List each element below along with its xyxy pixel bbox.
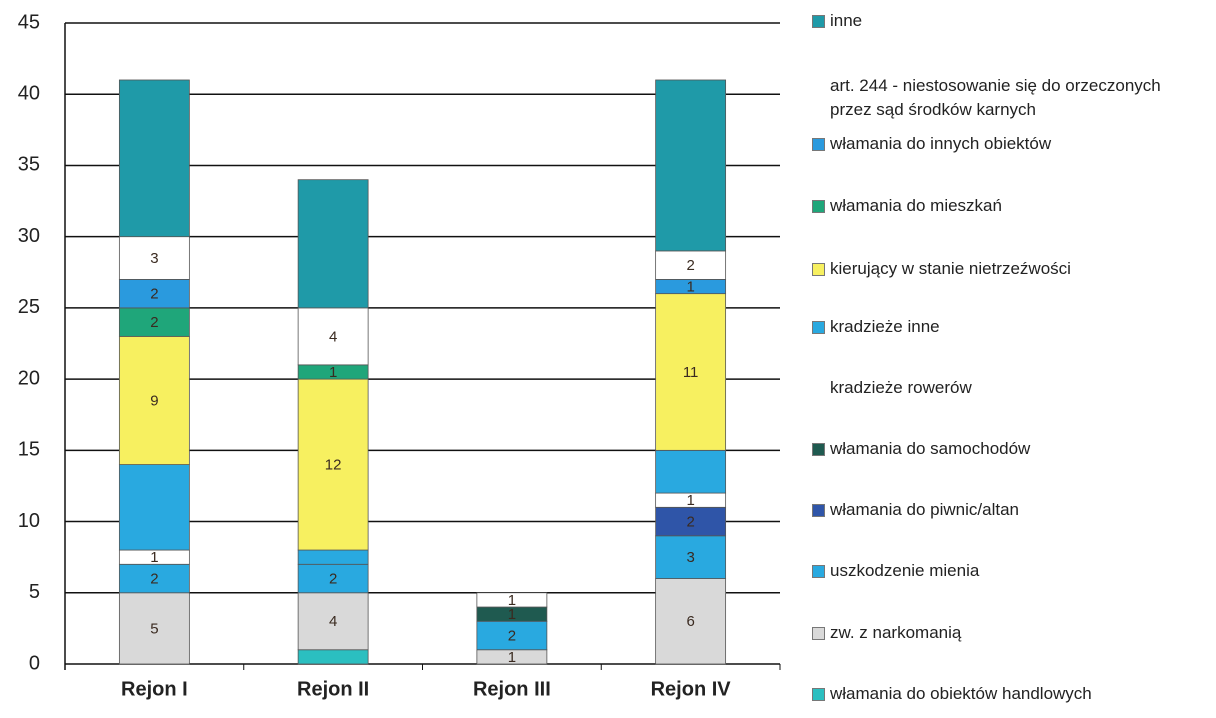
y-tick-label: 45 bbox=[18, 11, 40, 33]
bar-segment bbox=[297, 307, 369, 366]
legend-label: włamania do piwnic/altan bbox=[830, 500, 1019, 519]
bar-segment bbox=[655, 250, 727, 280]
legend-swatch bbox=[812, 442, 825, 456]
data-label: 4 bbox=[329, 613, 337, 630]
bar-segment bbox=[476, 592, 548, 608]
data-label: 1 bbox=[329, 364, 337, 381]
legend-entry: zw. z narkomanią bbox=[812, 621, 1212, 645]
bar-segment bbox=[655, 293, 727, 451]
data-label: 9 bbox=[150, 392, 158, 409]
legend-swatch bbox=[812, 503, 825, 517]
data-label: 2 bbox=[150, 571, 158, 588]
bar-segment bbox=[655, 79, 727, 252]
x-tick-label: Rejon IV bbox=[651, 678, 732, 700]
x-tick-label: Rejon III bbox=[473, 678, 551, 700]
legend: włamania do obiektów handlowych zw. z nar… bbox=[812, 0, 1212, 718]
legend-entry: art. 244 - niestosowanie się do orzeczon… bbox=[812, 74, 1212, 122]
legend-entry: kierujący w stanie nietrzeźwości bbox=[812, 257, 1212, 281]
data-label: 4 bbox=[329, 328, 337, 345]
legend-label: art. 244 - niestosowanie się do orzeczon… bbox=[830, 76, 1161, 119]
data-label: 1 bbox=[150, 549, 158, 566]
x-tick-label: Rejon I bbox=[121, 678, 188, 700]
y-tick-label: 5 bbox=[29, 581, 40, 603]
x-tick-label: Rejon II bbox=[297, 678, 369, 700]
y-tick-label: 20 bbox=[18, 367, 40, 389]
data-label: 3 bbox=[686, 549, 694, 566]
bar-segment bbox=[118, 464, 190, 551]
legend-entry: kradzieże rowerów bbox=[812, 376, 1212, 400]
legend-label: zw. z narkomanią bbox=[830, 623, 962, 642]
legend-label: włamania do obiektów handlowych bbox=[830, 684, 1092, 703]
legend-entry: włamania do mieszkań bbox=[812, 194, 1212, 218]
data-label: 2 bbox=[329, 571, 337, 588]
y-tick-label: 40 bbox=[18, 83, 40, 105]
data-label: 2 bbox=[686, 257, 694, 274]
data-label: 12 bbox=[325, 457, 342, 474]
bar-segment bbox=[118, 278, 190, 309]
bar-segment bbox=[297, 592, 369, 651]
data-label: 3 bbox=[150, 250, 158, 267]
legend-entry: uszkodzenie mienia bbox=[812, 559, 1212, 583]
data-label: 2 bbox=[150, 286, 158, 303]
legend-swatch bbox=[812, 687, 825, 701]
legend-entry: włamania do obiektów handlowych bbox=[812, 682, 1212, 706]
data-label: 1 bbox=[508, 606, 516, 623]
bar-segment bbox=[655, 535, 727, 579]
bar-segment bbox=[118, 236, 190, 280]
legend-entry: inne bbox=[812, 9, 1212, 33]
legend-swatch bbox=[812, 262, 825, 276]
y-tick-label: 30 bbox=[18, 225, 40, 247]
bar-segment bbox=[297, 179, 369, 309]
legend-entry: włamania do innych obiektów bbox=[812, 132, 1212, 156]
legend-swatch bbox=[812, 91, 825, 105]
bar-segment bbox=[655, 578, 727, 665]
y-tick-label: 35 bbox=[18, 154, 40, 176]
y-tick-label: 10 bbox=[18, 510, 40, 532]
legend-swatch bbox=[812, 320, 825, 334]
data-label: 11 bbox=[683, 364, 699, 381]
bar-segment bbox=[297, 378, 369, 551]
bar-segment bbox=[297, 649, 369, 665]
legend-label: kradzieże inne bbox=[830, 317, 940, 336]
legend-label: kradzieże rowerów bbox=[830, 378, 972, 397]
data-label: 1 bbox=[508, 649, 516, 666]
y-tick-label: 25 bbox=[18, 296, 40, 318]
data-label: 2 bbox=[686, 514, 694, 531]
legend-label: kierujący w stanie nietrzeźwości bbox=[830, 259, 1071, 278]
legend-entry: włamania do samochodów bbox=[812, 437, 1212, 461]
legend-label: włamania do samochodów bbox=[830, 439, 1031, 458]
legend-label: włamania do mieszkań bbox=[830, 196, 1002, 215]
bar-segment bbox=[118, 79, 190, 238]
bar-segment bbox=[655, 506, 727, 537]
legend-swatch bbox=[812, 199, 825, 213]
bar-segment bbox=[118, 563, 190, 594]
data-label: 1 bbox=[508, 592, 516, 609]
bar-segment bbox=[655, 449, 727, 494]
data-label: 2 bbox=[150, 314, 158, 331]
legend-swatch bbox=[812, 137, 825, 151]
legend-swatch bbox=[812, 381, 825, 395]
legend-entry: włamania do piwnic/altan bbox=[812, 498, 1212, 522]
y-tick-label: 15 bbox=[18, 439, 40, 461]
legend-label: uszkodzenie mienia bbox=[830, 561, 980, 580]
bar-segment bbox=[297, 549, 369, 565]
data-label: 6 bbox=[686, 613, 694, 630]
bar-segment bbox=[118, 307, 190, 337]
bar-segment bbox=[118, 592, 190, 665]
legend-swatch bbox=[812, 564, 825, 578]
legend-label: inne bbox=[830, 11, 863, 30]
legend-label: włamania do innych obiektów bbox=[830, 134, 1052, 153]
legend-swatch bbox=[812, 626, 825, 640]
legend-swatch bbox=[812, 14, 825, 28]
legend-entry: kradzieże inne bbox=[812, 315, 1212, 339]
data-label: 1 bbox=[686, 278, 694, 295]
y-tick-label: 0 bbox=[29, 652, 40, 674]
data-label: 5 bbox=[150, 620, 158, 637]
data-label: 2 bbox=[508, 627, 516, 644]
data-label: 1 bbox=[686, 492, 694, 509]
